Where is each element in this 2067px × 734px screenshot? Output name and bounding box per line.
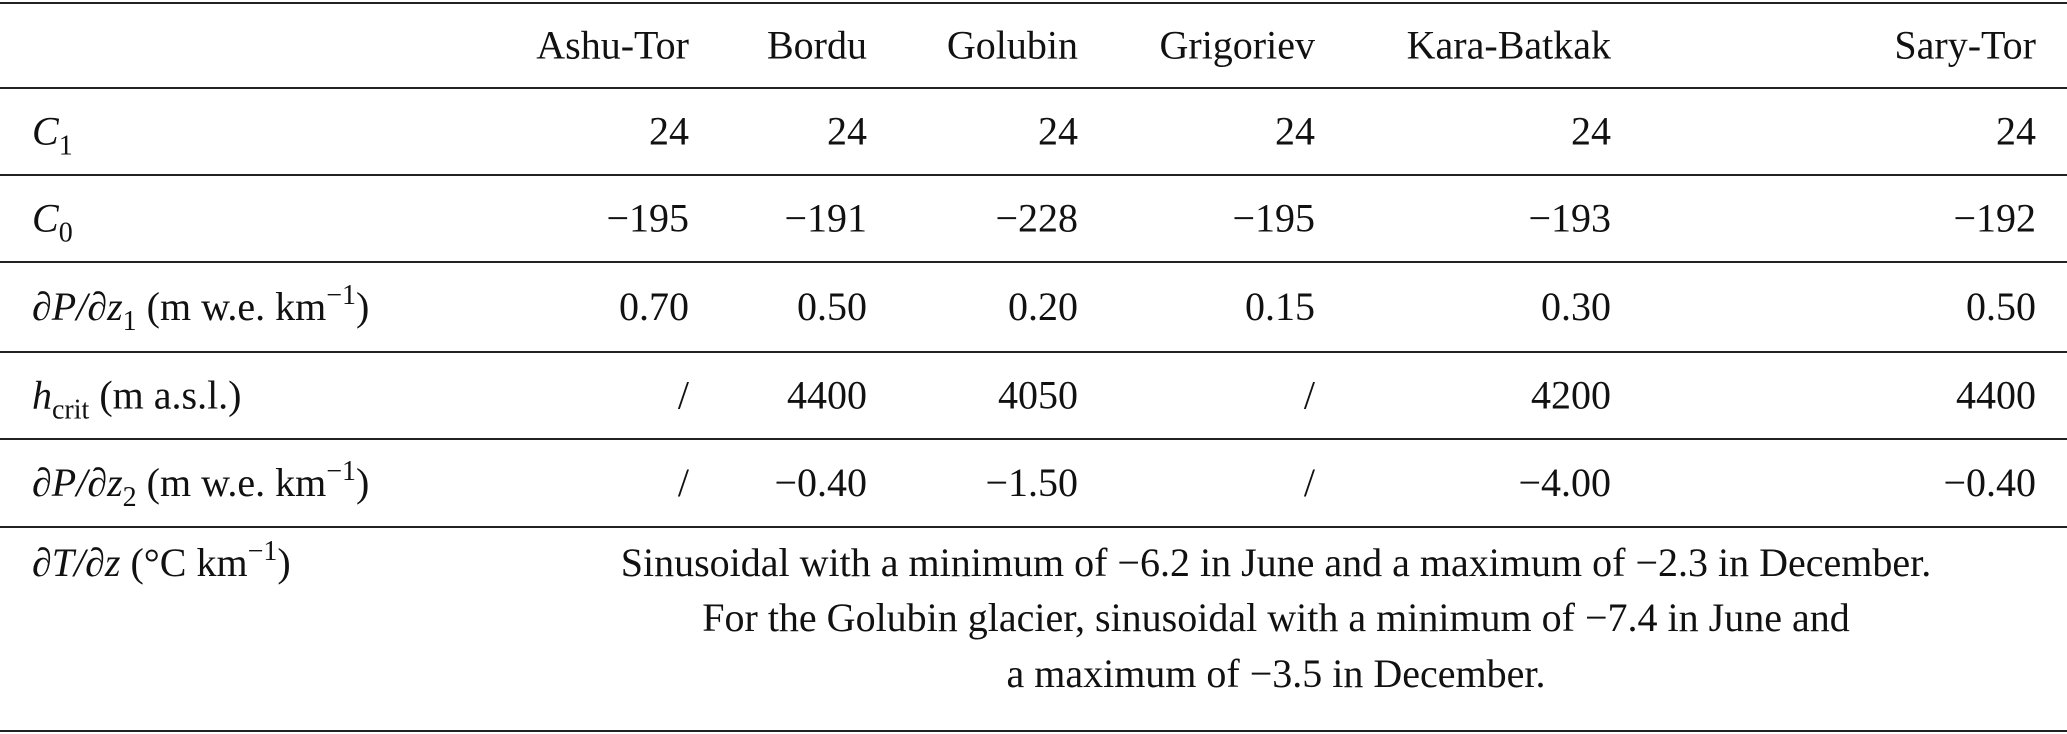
cell: −191: [784, 196, 867, 241]
cell: −0.40: [774, 460, 867, 505]
cell: 24: [1996, 109, 2036, 154]
label-part: C: [32, 196, 60, 241]
label-part: ): [356, 284, 369, 329]
row-label: C0: [32, 196, 73, 249]
label-part: −1: [326, 280, 356, 311]
row-label: ∂P/∂z1 (m w.e. km−1): [32, 280, 369, 337]
cell: 24: [1038, 109, 1078, 154]
label-part: (m w.e. km: [137, 460, 327, 505]
cell: /: [678, 373, 690, 418]
cell: /: [678, 460, 690, 505]
cell: 0.50: [797, 284, 867, 329]
label-part: (m a.s.l.): [89, 373, 241, 418]
row-label: ∂T/∂z (°C km−1): [32, 536, 291, 585]
note-line: Sinusoidal with a minimum of −6.2 in Jun…: [621, 540, 1932, 585]
label-part: h: [32, 373, 52, 418]
cell: −0.40: [1943, 460, 2036, 505]
label-part: (m w.e. km: [137, 284, 327, 329]
label-part: 1: [59, 131, 73, 162]
label-part: −1: [248, 536, 278, 567]
column-header: Kara-Batkak: [1407, 23, 1611, 68]
cell: −4.00: [1518, 460, 1611, 505]
label-part: ∂P/∂z: [32, 460, 123, 505]
cell: 0.30: [1541, 284, 1611, 329]
cell: −192: [1953, 196, 2036, 241]
cell: 24: [827, 109, 867, 154]
label-part: 1: [123, 306, 137, 337]
cell: 0.15: [1245, 284, 1315, 329]
row-label: ∂P/∂z2 (m w.e. km−1): [32, 456, 369, 513]
note-line: a maximum of −3.5 in December.: [1006, 651, 1545, 696]
cell: 0.50: [1966, 284, 2036, 329]
column-header: Grigoriev: [1159, 23, 1315, 68]
label-part: (°C km: [120, 540, 247, 585]
label-part: ∂P/∂z: [32, 284, 123, 329]
cell: 4400: [1956, 373, 2036, 418]
label-part: crit: [52, 395, 90, 426]
note-line: For the Golubin glacier, sinusoidal with…: [702, 595, 1849, 640]
cell: /: [1304, 460, 1316, 505]
cell: 24: [1275, 109, 1315, 154]
cell: 24: [649, 109, 689, 154]
cell: −1.50: [985, 460, 1078, 505]
label-part: ): [356, 460, 369, 505]
label-part: ): [277, 540, 290, 585]
label-part: 0: [59, 218, 73, 249]
cell: −228: [995, 196, 1078, 241]
label-part: C: [32, 109, 60, 154]
cell: 4400: [787, 373, 867, 418]
cell: 4050: [998, 373, 1078, 418]
cell: 0.20: [1008, 284, 1078, 329]
column-header: Sary-Tor: [1894, 23, 2036, 68]
row-label: C1: [32, 109, 73, 162]
cell: −193: [1528, 196, 1611, 241]
column-header: Golubin: [947, 23, 1078, 68]
cell: /: [1304, 373, 1316, 418]
label-part: −1: [326, 456, 356, 487]
label-part: 2: [123, 482, 137, 513]
column-header: Ashu-Tor: [536, 23, 689, 68]
cell: −195: [606, 196, 689, 241]
column-header: Bordu: [767, 23, 867, 68]
cell: −195: [1232, 196, 1315, 241]
cell: 24: [1571, 109, 1611, 154]
cell: 4200: [1531, 373, 1611, 418]
label-part: ∂T/∂z: [32, 540, 121, 585]
row-label: hcrit (m a.s.l.): [32, 373, 242, 426]
cell: 0.70: [619, 284, 689, 329]
